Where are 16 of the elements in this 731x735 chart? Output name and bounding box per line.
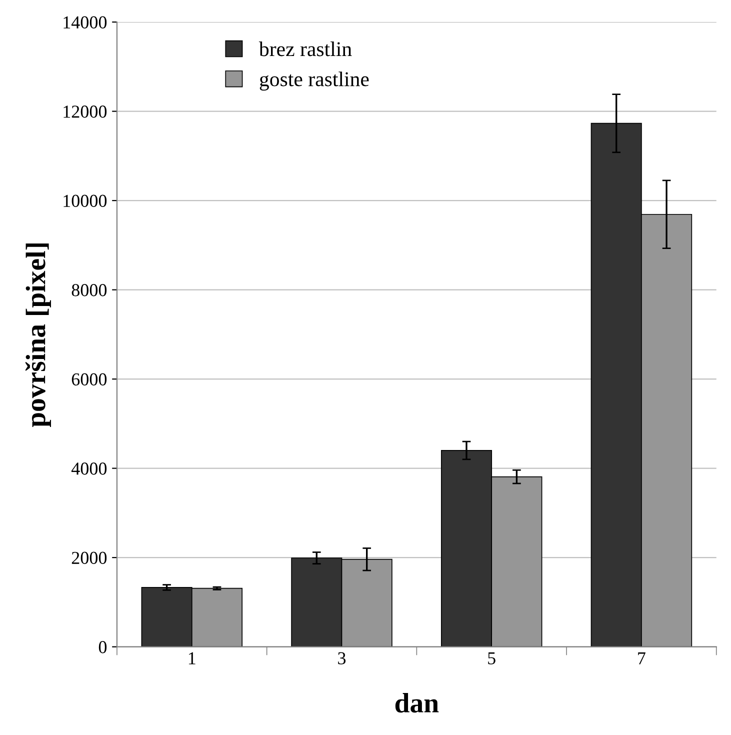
y-tick-label: 12000: [64, 106, 107, 118]
y-tick-label: 4000: [71, 462, 107, 475]
x-tick-label: 7: [638, 652, 646, 664]
y-tick-label: 10000: [64, 194, 107, 207]
y-tick-label: 8000: [72, 284, 107, 296]
x-tick-label: 3: [338, 652, 346, 664]
y-axis-title: površina [pixel]: [25, 244, 51, 428]
x-tick-label: 1: [188, 652, 196, 664]
legend-label: brez rastlin: [258, 42, 352, 56]
y-tick-label: 0: [98, 641, 107, 654]
x-tick-label: 5: [488, 652, 496, 664]
y-tick-label: 14000: [64, 16, 107, 28]
y-tick-label: 2000: [72, 552, 107, 564]
x-axis-title: dan: [395, 693, 439, 713]
y-tick-label: 6000: [72, 373, 107, 386]
legend-label: goste rastline: [260, 72, 369, 91]
